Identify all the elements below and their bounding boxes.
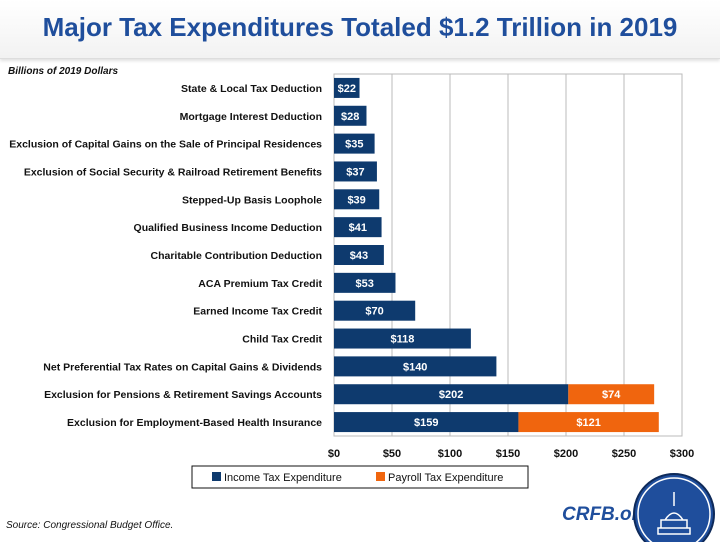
data-label: $74 — [602, 389, 621, 401]
data-label: $53 — [356, 278, 374, 290]
data-label: $121 — [576, 417, 600, 429]
category-label: Mortgage Interest Deduction — [180, 111, 322, 123]
bar-income — [334, 356, 497, 377]
data-label: $70 — [365, 306, 383, 318]
source-note: Source: Congressional Budget Office. — [6, 520, 174, 531]
units-label: Billions of 2019 Dollars — [8, 66, 119, 77]
header: Major Tax Expenditures Totaled $1.2 Tril… — [0, 0, 720, 59]
x-tick-label: $50 — [383, 448, 401, 460]
legend-swatch-income — [212, 472, 221, 481]
bar-income — [334, 300, 416, 321]
bar-income — [334, 77, 360, 98]
data-label: $43 — [350, 250, 368, 262]
page-title: Major Tax Expenditures Totaled $1.2 Tril… — [42, 12, 678, 42]
data-label: $39 — [347, 194, 365, 206]
data-label: $35 — [345, 139, 363, 151]
bar-income — [334, 133, 375, 154]
bar-income — [334, 189, 380, 210]
category-label: State & Local Tax Deduction — [181, 83, 322, 95]
crfb-logo-icon — [633, 473, 715, 542]
legend-label-payroll: Payroll Tax Expenditure — [388, 472, 503, 484]
bar-payroll — [518, 412, 659, 433]
x-tick-label: $100 — [438, 448, 462, 460]
category-label: Net Preferential Tax Rates on Capital Ga… — [43, 361, 322, 373]
data-label: $28 — [341, 111, 359, 123]
bar-income — [334, 105, 367, 126]
bar-income — [334, 412, 519, 433]
data-label: $202 — [439, 389, 463, 401]
bar-chart: $0 $50 $100 $150 $200 $250 $300 State & Local T… — [9, 73, 694, 489]
data-label: $41 — [349, 222, 367, 234]
x-tick-label: $200 — [554, 448, 578, 460]
data-label: $159 — [414, 417, 438, 429]
bar-income — [334, 384, 569, 405]
category-label: Qualified Business Income Deduction — [134, 222, 322, 234]
bar-income — [334, 161, 377, 182]
x-tick-label: $250 — [612, 448, 636, 460]
brand-link[interactable]: CRFB.org — [562, 504, 651, 525]
bar-income — [334, 328, 471, 349]
category-label: Exclusion for Pensions & Retirement Savi… — [44, 389, 322, 401]
category-label: Child Tax Credit — [242, 334, 322, 346]
category-label: Stepped-Up Basis Loophole — [182, 194, 322, 206]
bar-income — [334, 245, 384, 265]
x-tick-label: $300 — [670, 448, 694, 460]
data-label: $37 — [346, 166, 364, 178]
category-label: Exclusion of Capital Gains on the Sale o… — [9, 139, 322, 151]
category-label: Earned Income Tax Credit — [193, 306, 322, 318]
bar-payroll — [568, 384, 655, 405]
bar-income — [334, 217, 382, 238]
category-label: Exclusion for Employment-Based Health In… — [67, 417, 322, 429]
x-tick-label: $0 — [328, 448, 340, 460]
data-label: $22 — [338, 83, 356, 95]
legend — [191, 465, 529, 489]
bar-income — [334, 272, 396, 293]
legend-swatch-payroll — [376, 472, 385, 481]
data-label: $118 — [391, 334, 415, 346]
category-label: Exclusion of Social Security & Railroad … — [24, 166, 322, 178]
data-label: $140 — [403, 361, 427, 373]
category-label: ACA Premium Tax Credit — [198, 278, 322, 290]
category-label: Charitable Contribution Deduction — [151, 250, 323, 262]
x-tick-label: $150 — [496, 448, 520, 460]
legend-label-income: Income Tax Expenditure — [224, 472, 342, 484]
